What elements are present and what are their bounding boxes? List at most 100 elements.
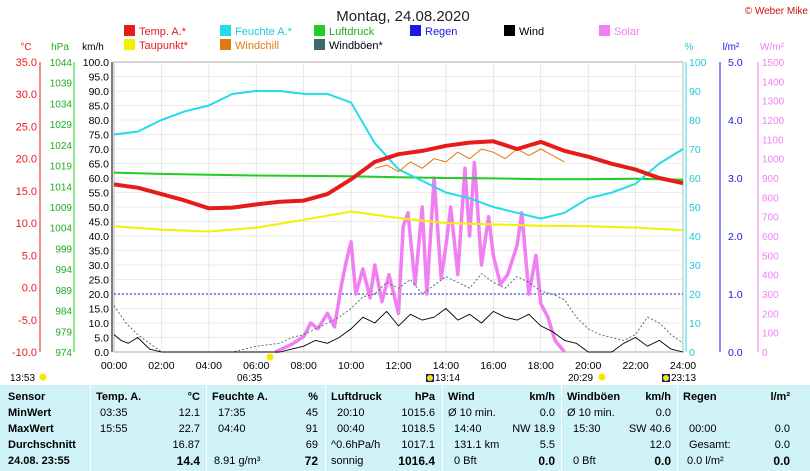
- pressure-avg: 1017.1: [401, 439, 435, 451]
- x-tick-label: 08:00: [291, 360, 317, 372]
- wind-distance: 131.1 km: [454, 439, 500, 451]
- sunrise-label: 06:35: [237, 373, 262, 384]
- legend-label: Temp. A.*: [139, 26, 187, 38]
- gusts-current: 0.0: [654, 454, 671, 468]
- humidity-tick-label: 50: [689, 202, 701, 214]
- legend-swatch: [124, 39, 135, 50]
- chart-title: Montag, 24.08.2020: [336, 8, 469, 25]
- legend-swatch: [410, 25, 421, 36]
- wind-tick-label: 85.0: [89, 101, 110, 113]
- legend-label: Taupunkt*: [139, 40, 189, 52]
- solar-tick-label: 800: [762, 193, 779, 204]
- humidity-abs: 8.91 g/m³: [214, 455, 261, 467]
- humidity-max: 91: [305, 423, 318, 435]
- temp-tick-label: 15.0: [16, 186, 37, 198]
- gusts-max-dir: SW 40.6: [628, 423, 671, 435]
- unit-wind: km/h: [82, 42, 104, 53]
- pressure-trend: ^0.6hPa/h: [331, 439, 381, 451]
- x-tick-label: 00:00: [101, 360, 127, 372]
- series-feuchte-a: [113, 90, 684, 220]
- gusts-unit: km/h: [645, 391, 671, 403]
- humidity-current: 72: [304, 454, 318, 468]
- wind-tick-label: 0.0: [94, 347, 109, 359]
- wind-bft: 0 Bft: [454, 455, 477, 467]
- solar-tick-label: 300: [762, 290, 779, 301]
- solar-tick-label: 1200: [762, 116, 785, 127]
- solar-tick-label: 1000: [762, 155, 785, 166]
- pressure-max: 1018.5: [401, 423, 435, 435]
- gusts-max-time: 15:30: [573, 423, 601, 435]
- series-layer: [113, 90, 684, 354]
- humidity-tick-label: 40: [689, 231, 701, 243]
- summary-table: Sensor MinWert MaxWert Durchschnitt 24.0…: [0, 384, 810, 471]
- humidity-header: Feuchte A.: [212, 391, 268, 403]
- wind-tick-label: 10.0: [89, 318, 110, 330]
- wind-tick-label: 15.0: [89, 304, 110, 316]
- temp-tick-label: 10.0: [16, 218, 37, 230]
- pressure-state: sonnig: [331, 455, 364, 467]
- wind-avg-label: Ø 10 min.: [448, 407, 496, 419]
- gusts-bft: 0 Bft: [573, 455, 596, 467]
- row-label-sensor: Sensor: [8, 391, 46, 403]
- legend-label: Feuchte A.*: [235, 26, 293, 38]
- x-tick-label: 04:00: [196, 360, 222, 372]
- temp-min-time: 03:35: [100, 407, 128, 419]
- wind-tick-label: 35.0: [89, 246, 110, 258]
- temp-tick-label: 20.0: [16, 154, 37, 166]
- rain-max: 0.0: [774, 423, 790, 435]
- humidity-tick-label: 10: [689, 318, 701, 330]
- humidity-min: 45: [305, 407, 318, 419]
- col-sep: [677, 384, 678, 471]
- wind-tick-label: 65.0: [89, 159, 110, 171]
- humidity-max-time: 04:40: [218, 423, 246, 435]
- pressure-tick-label: 1004: [50, 224, 73, 235]
- wind-max-time: 14:40: [454, 423, 482, 435]
- humidity-unit: %: [308, 391, 318, 403]
- pressure-current: 1016.4: [398, 454, 435, 468]
- pressure-tick-label: 989: [55, 286, 72, 297]
- legend-label: Solar: [614, 26, 640, 38]
- temp-avg: 16.87: [172, 439, 200, 451]
- temp-tick-label: 30.0: [16, 89, 37, 101]
- solar-tick-label: 500: [762, 251, 779, 262]
- humidity-tick-label: 70: [689, 144, 701, 156]
- unit-pressure: hPa: [51, 42, 69, 53]
- series-windb-en: [113, 273, 684, 353]
- rain-rate: 0.0 l/m²: [687, 455, 724, 467]
- sunset-sun-icon: [598, 373, 606, 381]
- wind-tick-label: 30.0: [89, 260, 110, 272]
- temp-tick-label: 0.0: [22, 283, 37, 295]
- x-tick-label: 14:00: [433, 360, 459, 372]
- temp-header: Temp. A.: [96, 391, 142, 403]
- wind-tick-label: 90.0: [89, 86, 110, 98]
- rain-unit: l/m²: [770, 391, 790, 403]
- humidity-tick-label: 30: [689, 260, 701, 272]
- pressure-tick-label: 1029: [50, 120, 73, 131]
- humidity-tick-label: 0: [689, 347, 695, 359]
- wind-dist-val: 5.5: [539, 439, 555, 451]
- row-label-max: MaxWert: [8, 423, 54, 435]
- temp-tick-label: 5.0: [22, 250, 37, 262]
- daylength-sun-icon: [39, 373, 47, 381]
- wind-tick-label: 20.0: [89, 289, 110, 301]
- legend-swatch: [599, 25, 610, 36]
- gusts-avg2: 12.0: [649, 439, 671, 451]
- legend-swatch: [124, 25, 135, 36]
- col-sep: [442, 384, 443, 471]
- series-windchill: [374, 148, 565, 173]
- rain-tick-label: 2.0: [728, 231, 743, 243]
- temp-max-time: 15:55: [100, 423, 128, 435]
- legend-label: Regen: [425, 26, 457, 38]
- x-tick-label: 06:00: [243, 360, 269, 372]
- gusts-avg-label: Ø 10 min.: [567, 407, 615, 419]
- rain-total-label: Gesamt:: [689, 439, 731, 451]
- temp-tick-label: 25.0: [16, 121, 37, 133]
- temp-unit: °C: [187, 391, 200, 403]
- pressure-tick-label: 1024: [50, 141, 73, 152]
- wind-tick-label: 100.0: [83, 57, 109, 69]
- pressure-tick-label: 994: [55, 265, 72, 276]
- temp-tick-label: -10.0: [12, 347, 37, 359]
- weather-chart: 00:00 02:00 04:00 06:00 08:00 10:00 12:00 14:00…: [10, 6, 808, 384]
- pressure-min-time: 20:10: [337, 407, 365, 419]
- col-sep: [90, 384, 91, 471]
